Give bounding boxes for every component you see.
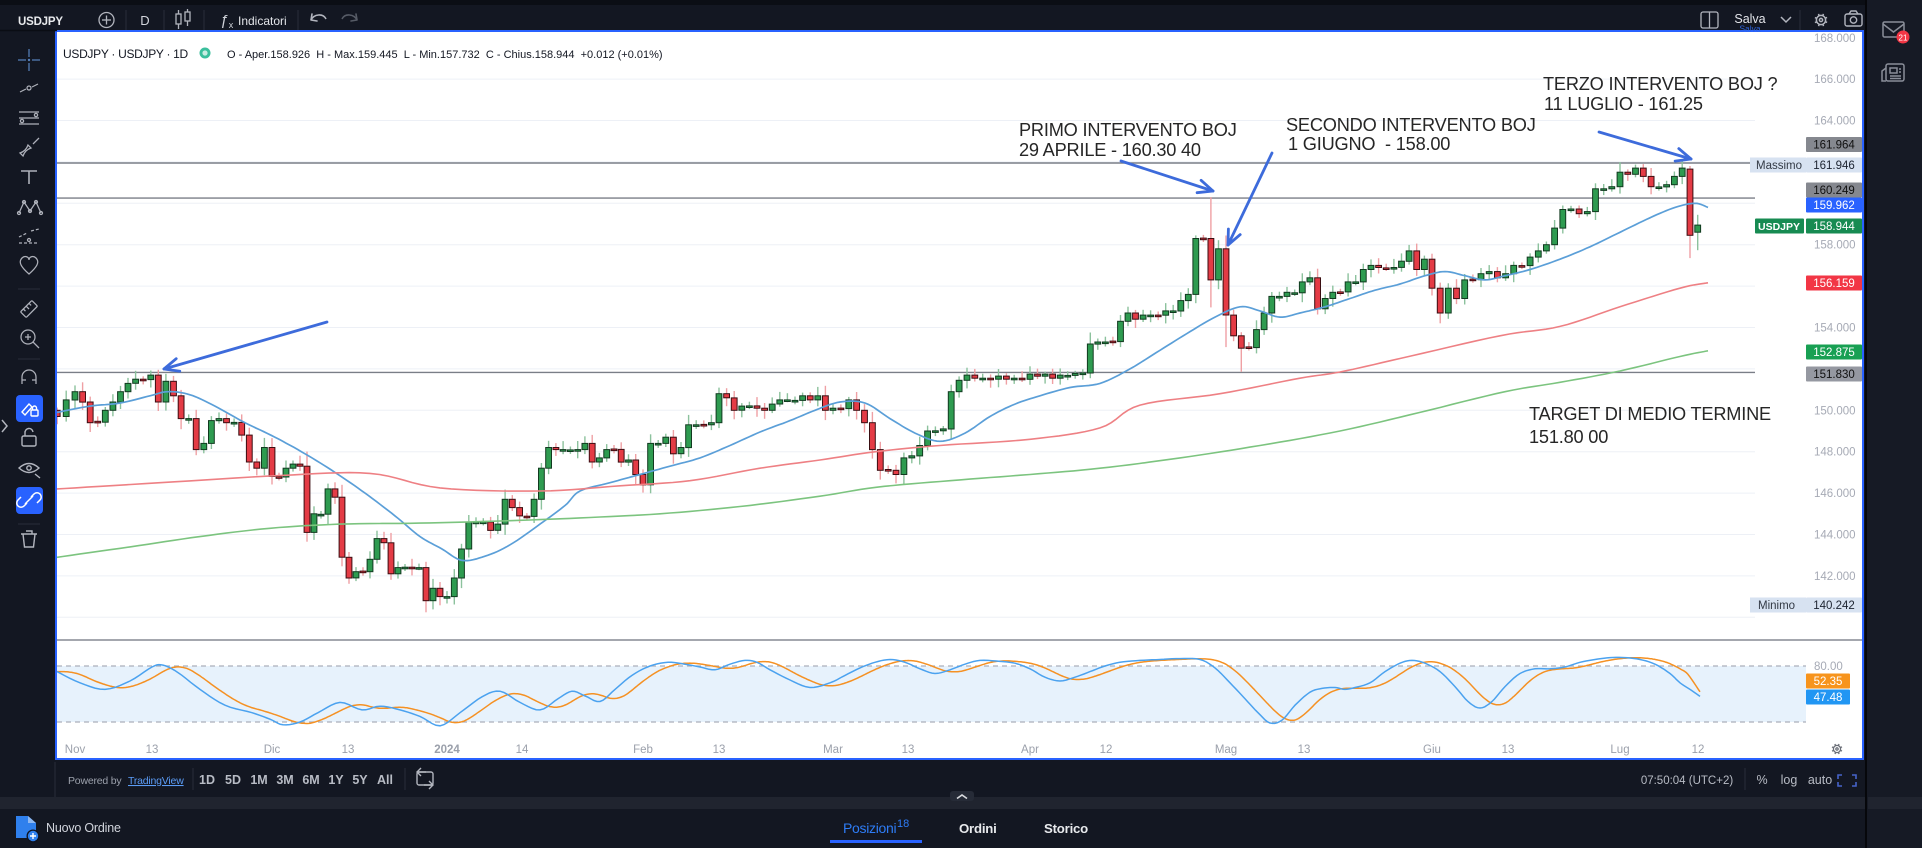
svg-text:140.242: 140.242	[1813, 600, 1855, 612]
svg-text:142.000: 142.000	[1814, 571, 1856, 583]
svg-text:Feb: Feb	[633, 744, 653, 756]
svg-text:1D: 1D	[199, 773, 215, 787]
svg-text:O - Aper.158.926 H - Max.159.: O - Aper.158.926 H - Max.159.445 L - Min…	[227, 49, 663, 61]
svg-text:Minimo: Minimo	[1758, 600, 1795, 612]
svg-text:SECONDO INTERVENTO BOJ: SECONDO INTERVENTO BOJ	[1286, 115, 1536, 135]
svg-text:158.000: 158.000	[1814, 240, 1856, 252]
svg-text:x: x	[229, 20, 234, 30]
svg-text:159.962: 159.962	[1813, 200, 1855, 212]
svg-text:14: 14	[516, 744, 529, 756]
svg-text:168.000: 168.000	[1814, 33, 1856, 45]
svg-text:164.000: 164.000	[1814, 116, 1856, 128]
svg-text:Storico: Storico	[1044, 821, 1088, 836]
svg-text:Dic: Dic	[264, 744, 281, 756]
svg-text:Massimo: Massimo	[1756, 160, 1802, 172]
svg-text:166.000: 166.000	[1814, 74, 1856, 86]
svg-text:07:50:04 (UTC+2): 07:50:04 (UTC+2)	[1641, 775, 1734, 787]
svg-text:Powered by: Powered by	[68, 775, 122, 787]
svg-text:Ordini: Ordini	[959, 821, 997, 836]
svg-text:2024: 2024	[434, 744, 460, 756]
svg-text:Nuovo Ordine: Nuovo Ordine	[46, 821, 121, 835]
svg-text:52.35: 52.35	[1814, 676, 1843, 688]
svg-text:Salva: Salva	[1734, 12, 1765, 26]
svg-text:152.875: 152.875	[1813, 347, 1855, 359]
svg-text:161.964: 161.964	[1813, 140, 1855, 152]
svg-text:12: 12	[1692, 744, 1705, 756]
svg-text:13: 13	[1298, 744, 1311, 756]
svg-text:151.830: 151.830	[1813, 369, 1855, 381]
svg-text:156.159: 156.159	[1813, 278, 1855, 290]
svg-text:13: 13	[342, 744, 355, 756]
svg-text:TERZO INTERVENTO BOJ ?: TERZO INTERVENTO BOJ ?	[1543, 74, 1778, 94]
svg-text:PRIMO INTERVENTO BOJ: PRIMO INTERVENTO BOJ	[1019, 120, 1237, 140]
svg-text:Mag: Mag	[1215, 744, 1237, 756]
svg-text:80.00: 80.00	[1814, 661, 1843, 673]
svg-text:ƒ: ƒ	[220, 12, 228, 29]
svg-text:151.80 00: 151.80 00	[1529, 427, 1608, 447]
svg-text:158.944: 158.944	[1813, 221, 1855, 233]
svg-text:18: 18	[897, 818, 909, 830]
svg-text:12: 12	[1100, 744, 1113, 756]
svg-text:TARGET DI MEDIO TERMINE: TARGET DI MEDIO TERMINE	[1529, 404, 1771, 424]
svg-text:USDJPY · USDJPY · 1D: USDJPY · USDJPY · 1D	[63, 47, 189, 61]
svg-text:148.000: 148.000	[1814, 447, 1856, 459]
svg-text:161.946: 161.946	[1813, 160, 1855, 172]
svg-text:Apr: Apr	[1021, 744, 1039, 756]
svg-text:3M: 3M	[276, 773, 293, 787]
svg-text:13: 13	[902, 744, 915, 756]
svg-text:13: 13	[713, 744, 726, 756]
svg-text:Salva: Salva	[1739, 24, 1761, 34]
svg-text:47.48: 47.48	[1814, 692, 1843, 704]
svg-text:11 LUGLIO - 161.25: 11 LUGLIO - 161.25	[1544, 94, 1703, 114]
svg-text:29 APRILE - 160.30 40: 29 APRILE - 160.30 40	[1019, 140, 1201, 160]
svg-text:150.000: 150.000	[1814, 405, 1856, 417]
svg-text:1M: 1M	[250, 773, 267, 787]
svg-text:USDJPY: USDJPY	[18, 16, 63, 28]
svg-text:Mar: Mar	[823, 744, 843, 756]
svg-text:%: %	[1756, 773, 1767, 787]
svg-text:6M: 6M	[302, 773, 319, 787]
svg-text:USDJPY: USDJPY	[1758, 221, 1800, 233]
svg-text:13: 13	[1502, 744, 1515, 756]
svg-text:log: log	[1781, 773, 1798, 787]
svg-text:Lug: Lug	[1610, 744, 1629, 756]
svg-text:D: D	[140, 13, 149, 28]
svg-text:TradingView: TradingView	[128, 775, 184, 787]
svg-text:160.249: 160.249	[1813, 185, 1855, 197]
svg-text:144.000: 144.000	[1814, 530, 1856, 542]
svg-text:1Y: 1Y	[328, 773, 344, 787]
svg-text:Nov: Nov	[65, 744, 86, 756]
svg-text:auto: auto	[1808, 773, 1832, 787]
svg-text:Indicatori: Indicatori	[238, 14, 287, 28]
svg-text:154.000: 154.000	[1814, 323, 1856, 335]
svg-text:21: 21	[1899, 34, 1908, 43]
svg-text:1 GIUGNO - 158.00: 1 GIUGNO - 158.00	[1288, 134, 1450, 154]
svg-text:146.000: 146.000	[1814, 488, 1856, 500]
svg-text:Giu: Giu	[1423, 744, 1441, 756]
svg-text:5D: 5D	[225, 773, 241, 787]
svg-text:13: 13	[146, 744, 159, 756]
svg-text:Posizioni: Posizioni	[843, 820, 897, 836]
svg-text:5Y: 5Y	[352, 773, 368, 787]
svg-text:All: All	[377, 773, 393, 787]
